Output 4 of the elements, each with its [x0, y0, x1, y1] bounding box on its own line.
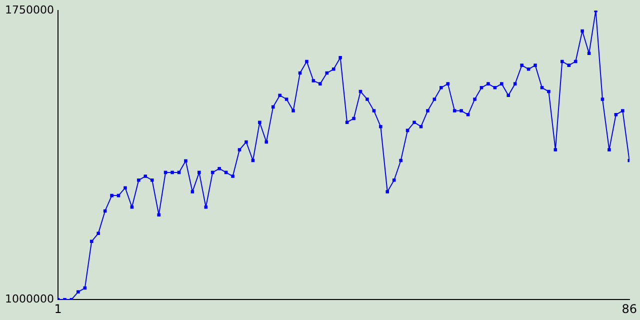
y-tick-label: 1750000 — [5, 3, 54, 16]
y-tick-label: 1000000 — [5, 292, 54, 306]
x-tick-label: 1 — [54, 302, 62, 316]
x-tick-label: 86 — [622, 302, 638, 316]
